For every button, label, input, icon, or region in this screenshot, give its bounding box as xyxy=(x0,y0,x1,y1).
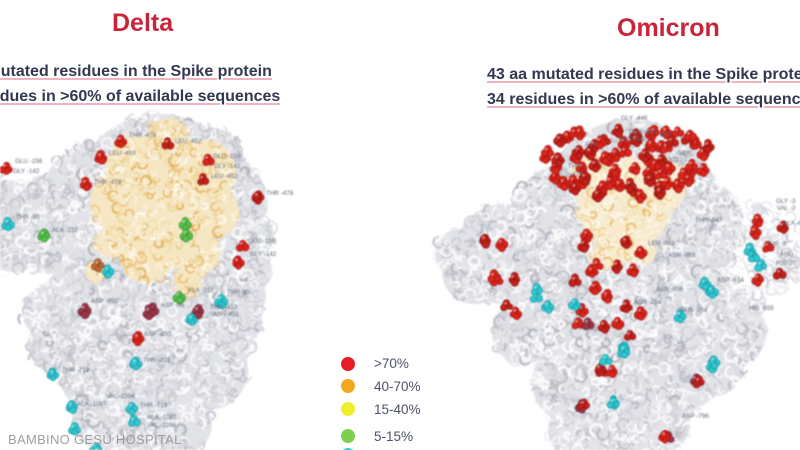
svg-text:THR -547: THR -547 xyxy=(695,217,723,224)
svg-text:ASN -969: ASN -969 xyxy=(668,252,696,259)
svg-text:THR -719: THR -719 xyxy=(140,402,168,409)
svg-text:GLU: GLU xyxy=(585,141,598,148)
svg-text:THR: THR xyxy=(568,163,581,170)
svg-text:-478: -478 xyxy=(570,171,583,178)
svg-text:VAL -2: VAL -2 xyxy=(777,205,796,212)
svg-text:GLU -156: GLU -156 xyxy=(213,153,241,160)
svg-text:ASP -950: ASP -950 xyxy=(91,298,118,305)
svg-text:ASP -950: ASP -950 xyxy=(144,331,171,338)
svg-text:LEU -453: LEU -453 xyxy=(109,150,136,157)
svg-text:LEU -981: LEU -981 xyxy=(648,240,675,247)
svg-text:THR -478: THR -478 xyxy=(94,179,122,186)
svg-text:ASN -764: ASN -764 xyxy=(634,299,662,306)
svg-text:THR -719: THR -719 xyxy=(143,357,171,364)
svg-text:ASN-403: ASN-403 xyxy=(213,311,239,318)
svg-text:GLN -440: GLN -440 xyxy=(629,129,657,136)
svg-text:GLY -3: GLY -3 xyxy=(776,198,796,205)
svg-text:ALA -222: ALA -222 xyxy=(188,287,214,294)
svg-text:THR -478: THR -478 xyxy=(266,190,294,197)
svg-text:GLY -142: GLY -142 xyxy=(250,251,277,258)
svg-text:GLU -156: GLU -156 xyxy=(248,238,276,245)
svg-text:THR -5: THR -5 xyxy=(766,241,787,248)
svg-text:ARG -: ARG - xyxy=(780,251,798,258)
svg-text:ALA -6: ALA -6 xyxy=(783,220,800,227)
svg-text:ALA -1087: ALA -1087 xyxy=(77,401,107,408)
svg-text:ASP -796: ASP -796 xyxy=(682,413,709,420)
svg-text:THR -95: THR -95 xyxy=(16,214,40,221)
svg-text:R50 20: R50 20 xyxy=(776,260,797,267)
svg-text:THR-90: THR-90 xyxy=(227,289,250,296)
svg-text:VAL -1104: VAL -1104 xyxy=(147,422,176,429)
svg-text:HIS -655: HIS -655 xyxy=(749,305,774,312)
svg-text:THR -719: THR -719 xyxy=(62,367,90,374)
svg-text:THR -413: THR -413 xyxy=(210,304,238,311)
svg-text:GLU -156: GLU -156 xyxy=(15,158,43,165)
svg-text:ASP -95: ASP -95 xyxy=(161,302,185,309)
svg-text:LEU -452: LEU -452 xyxy=(175,138,202,145)
svg-text:VAL -1104: VAL -1104 xyxy=(106,393,135,400)
svg-text:GLN -954: GLN -954 xyxy=(680,307,708,314)
svg-text:ALA -222: ALA -222 xyxy=(52,227,78,234)
svg-text:ASP -614: ASP -614 xyxy=(717,277,744,284)
svg-text:-373: -373 xyxy=(666,157,679,164)
svg-text:-440: -440 xyxy=(658,131,671,138)
svg-text:GLN-493: GLN-493 xyxy=(619,136,645,143)
svg-text:LEU -452: LEU -452 xyxy=(211,173,238,180)
svg-text:GLY -142: GLY -142 xyxy=(214,163,241,170)
svg-text:GLY -446: GLY -446 xyxy=(621,115,648,122)
svg-text:THR -478: THR -478 xyxy=(129,132,157,139)
svg-text:ASN -856: ASN -856 xyxy=(656,286,684,293)
svg-text:SER: SER xyxy=(678,150,691,157)
svg-text:ALA -1087: ALA -1087 xyxy=(147,414,177,421)
svg-text:GLY -142: GLY -142 xyxy=(13,168,40,175)
